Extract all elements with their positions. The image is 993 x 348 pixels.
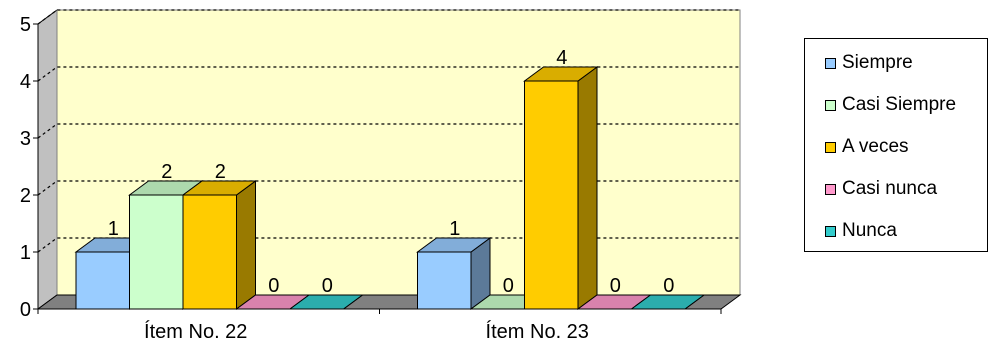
y-tick-label: 3 <box>20 128 31 150</box>
legend-label: A veces <box>842 136 909 157</box>
side-wall <box>37 9 58 310</box>
gridline <box>37 237 740 253</box>
bar <box>415 237 492 310</box>
gridline <box>37 123 740 139</box>
y-tick-label: 5 <box>20 14 31 36</box>
data-label: 0 <box>322 275 333 297</box>
y-tick-label: 1 <box>20 242 31 264</box>
data-label: 2 <box>161 161 172 183</box>
legend-item-casi-siempre: Casi Siempre <box>825 93 956 117</box>
data-label: 1 <box>108 218 119 240</box>
gridlines <box>37 9 740 253</box>
data-label: 0 <box>268 275 279 297</box>
y-axis: 0 1 2 3 4 5 <box>20 14 39 321</box>
legend-label: Casi Siempre <box>842 94 957 115</box>
data-label: 0 <box>503 275 514 297</box>
legend-swatch <box>825 57 836 69</box>
x-tick-label: Ítem No. 23 <box>486 320 589 343</box>
bar <box>522 66 599 310</box>
data-labels: 1 2 2 0 0 1 0 4 0 0 <box>108 47 675 297</box>
data-label: 2 <box>215 161 226 183</box>
bar <box>181 180 258 310</box>
gridline <box>37 180 740 196</box>
y-tick-label: 0 <box>20 299 31 321</box>
y-tick-label: 2 <box>20 185 31 207</box>
gridline <box>37 9 740 25</box>
data-label: 1 <box>449 218 460 240</box>
legend: Siempre Casi Siempre A veces Casi nunca … <box>804 38 988 252</box>
legend-swatch <box>825 99 836 111</box>
data-label: 0 <box>610 275 621 297</box>
gridline <box>37 66 740 82</box>
y-tick-label: 4 <box>20 71 31 93</box>
legend-item-casi-nunca: Casi nunca <box>825 177 937 201</box>
legend-swatch <box>825 183 836 195</box>
legend-item-nunca: Nunca <box>825 219 897 243</box>
x-axis: Ítem No. 22 Ítem No. 23 <box>37 308 722 343</box>
legend-item-a-veces: A veces <box>825 135 909 159</box>
data-label: 4 <box>556 47 567 69</box>
bars <box>74 66 706 310</box>
legend-label: Casi nunca <box>842 178 938 199</box>
data-label: 0 <box>663 275 674 297</box>
x-tick-label: Ítem No. 22 <box>144 320 247 343</box>
bar <box>629 294 706 310</box>
legend-swatch <box>825 225 836 237</box>
legend-label: Siempre <box>842 52 913 73</box>
legend-label: Nunca <box>842 220 897 241</box>
legend-swatch <box>825 141 836 153</box>
legend-item-siempre: Siempre <box>825 51 913 75</box>
